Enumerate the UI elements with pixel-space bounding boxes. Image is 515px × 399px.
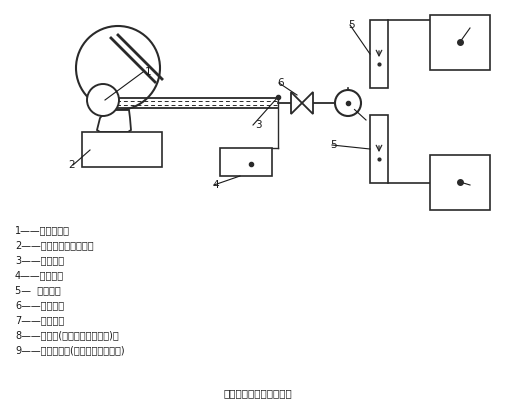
Text: 1: 1: [145, 67, 151, 77]
Text: 6: 6: [277, 78, 284, 88]
Polygon shape: [291, 92, 302, 114]
Circle shape: [335, 90, 361, 116]
Bar: [220, 148, 272, 176]
Text: 1——被測樣品；: 1——被測樣品；: [15, 225, 70, 235]
Text: 8——抽氣泵(用于吸氣阻力檢測)；: 8——抽氣泵(用于吸氣阻力檢測)；: [15, 330, 119, 340]
Text: 8: 8: [472, 23, 478, 33]
Bar: [430, 155, 490, 210]
Text: 呼吸阻力檢測裝置原理圖: 呼吸阻力檢測裝置原理圖: [224, 388, 293, 398]
Text: 9: 9: [472, 180, 478, 190]
Polygon shape: [97, 110, 131, 132]
Text: 9——空氣壓縮機(用于呼氣阻力檢測): 9——空氣壓縮機(用于呼氣阻力檢測): [15, 345, 125, 355]
Text: 7: 7: [368, 115, 374, 125]
Text: 4: 4: [212, 180, 219, 190]
Text: 4——微壓計；: 4——微壓計；: [15, 270, 64, 280]
Bar: [370, 20, 388, 88]
Circle shape: [87, 84, 119, 116]
Bar: [370, 115, 388, 183]
Circle shape: [76, 26, 160, 110]
Text: 3: 3: [255, 120, 262, 130]
Text: 5: 5: [330, 140, 337, 150]
Text: 3——測壓管；: 3——測壓管；: [15, 255, 64, 265]
Text: 5—  流量計；: 5— 流量計；: [15, 285, 61, 295]
Text: 7——切換閥；: 7——切換閥；: [15, 315, 64, 325]
Text: 6——調節閥；: 6——調節閥；: [15, 300, 64, 310]
Text: 2——試驗頭模呼吸管道；: 2——試驗頭模呼吸管道；: [15, 240, 94, 250]
Bar: [82, 132, 162, 167]
Bar: [430, 15, 490, 70]
Polygon shape: [302, 92, 313, 114]
Text: 2: 2: [68, 160, 75, 170]
Text: 5: 5: [348, 20, 355, 30]
